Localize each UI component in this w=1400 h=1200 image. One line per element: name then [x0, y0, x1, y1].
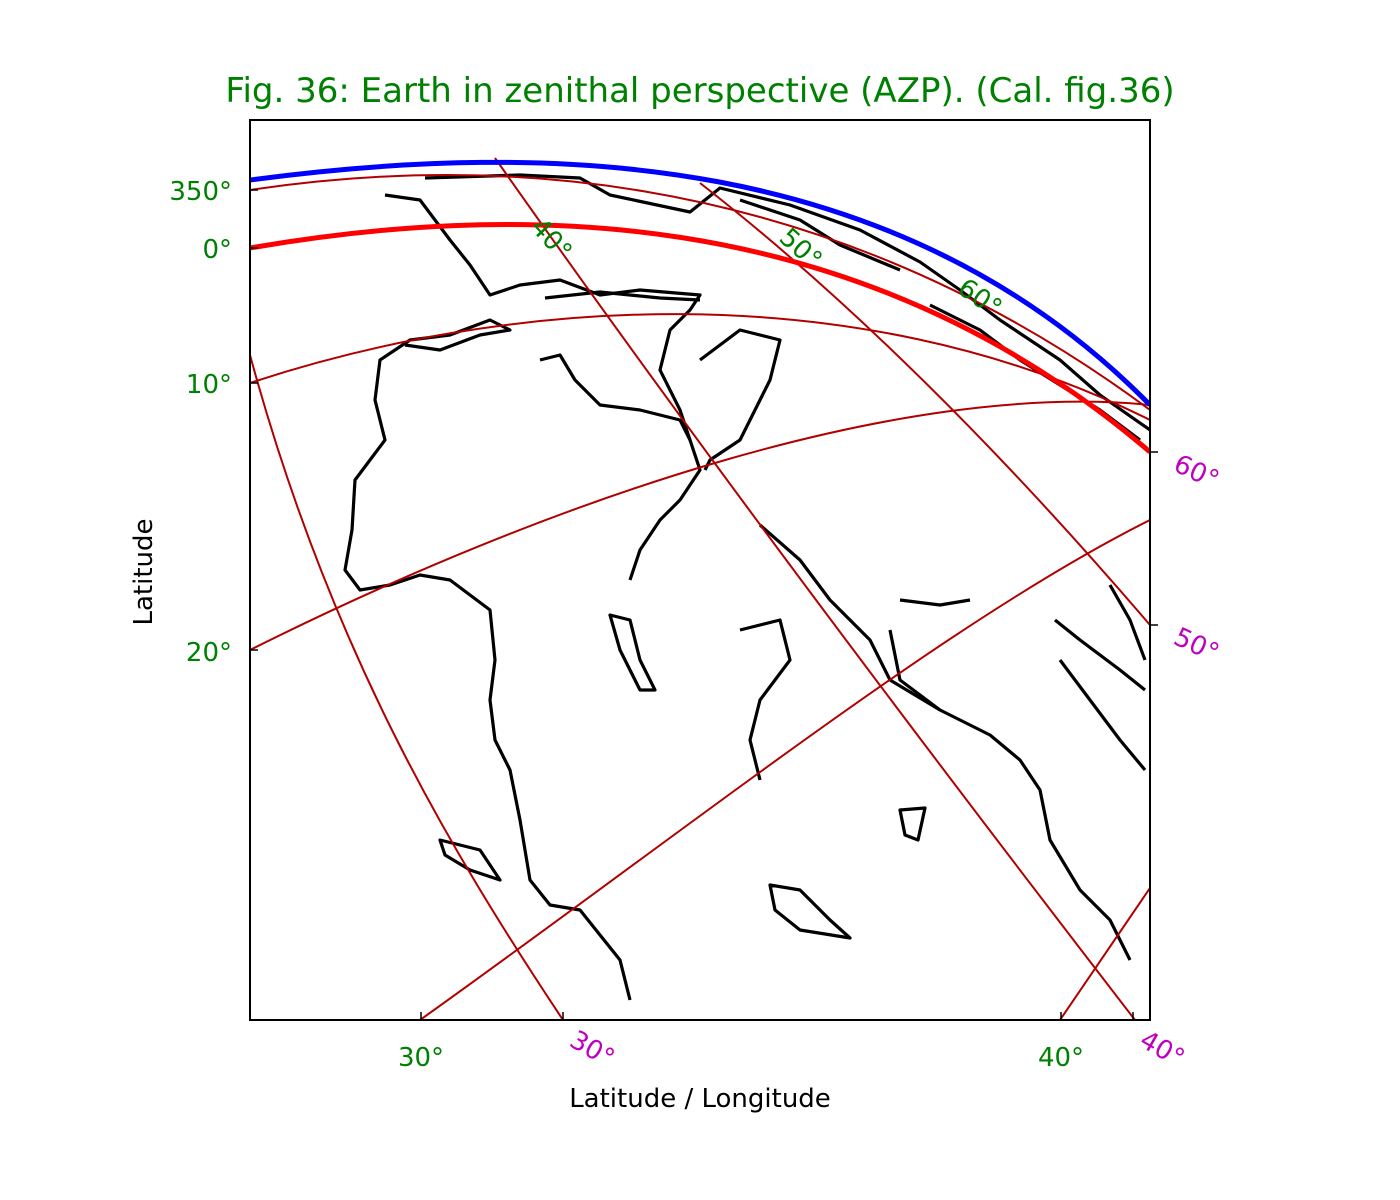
map-area: 40° 50° 60°	[250, 157, 1150, 1020]
right-tick-label: 60°	[1169, 449, 1223, 496]
left-tick-label: 20°	[186, 638, 232, 668]
bottom-tick-label: 40°	[1038, 1043, 1084, 1073]
bottom-right-tick-label: 40°	[1135, 1025, 1190, 1074]
left-tick-label: 10°	[186, 370, 232, 400]
title: Fig. 36: Earth in zenithal perspective (…	[225, 71, 1174, 111]
bottom-tick-label: 30°	[398, 1043, 444, 1073]
inner-label: 60°	[952, 273, 1007, 324]
x-axis-label: Latitude / Longitude	[569, 1084, 831, 1114]
left-tick-label: 0°	[202, 235, 232, 265]
y-axis-label: Latitude	[129, 518, 159, 625]
axes-frame	[249, 119, 1151, 1021]
inner-label: 40°	[524, 212, 577, 266]
graticule	[250, 157, 1150, 1020]
right-tick-label: 50°	[1169, 622, 1223, 669]
left-tick-label: 350°	[169, 177, 232, 207]
ticks	[250, 189, 1158, 1020]
bottom-right-tick-label: 30°	[565, 1025, 620, 1074]
